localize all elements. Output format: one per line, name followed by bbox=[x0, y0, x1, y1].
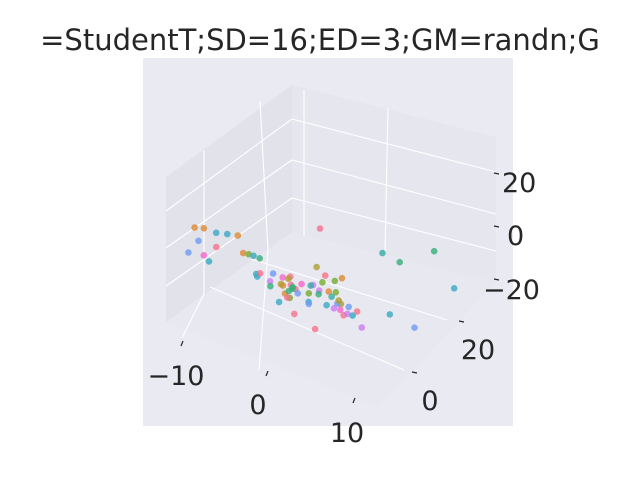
scatter-point bbox=[430, 247, 438, 255]
scatter-point bbox=[315, 290, 322, 298]
scatter-point bbox=[224, 230, 231, 238]
scatter-point bbox=[279, 274, 287, 281]
scatter-point bbox=[267, 282, 274, 290]
scatter-point bbox=[335, 297, 343, 304]
scatter-point bbox=[338, 274, 346, 282]
scatter-point bbox=[325, 288, 333, 295]
scatter-point bbox=[311, 325, 319, 333]
scatter-point bbox=[450, 285, 458, 292]
scatter-point bbox=[294, 290, 302, 297]
scatter-point bbox=[213, 243, 220, 251]
scatter-point bbox=[411, 324, 418, 332]
grid-lines bbox=[165, 90, 497, 371]
scatter-point bbox=[358, 324, 366, 331]
scatter-point bbox=[256, 270, 264, 277]
scatter-point bbox=[396, 258, 404, 266]
scatter-point bbox=[205, 258, 213, 265]
scatter-point bbox=[239, 249, 247, 257]
right-pane bbox=[292, 85, 496, 282]
z-tick-label: −20 bbox=[483, 275, 540, 306]
scatter-point bbox=[319, 279, 326, 286]
scatter-point bbox=[285, 275, 292, 283]
scatter-point bbox=[212, 229, 220, 237]
scatter-point bbox=[330, 305, 338, 312]
scatter-point bbox=[353, 308, 361, 315]
scatter-point bbox=[256, 254, 264, 262]
scatter-point bbox=[321, 272, 329, 279]
scatter-point bbox=[200, 225, 208, 232]
scatter-point bbox=[284, 294, 291, 301]
scatter-point bbox=[313, 263, 320, 271]
scatter-point bbox=[379, 249, 386, 257]
scatter-point bbox=[266, 278, 274, 285]
z-tick-label: 20 bbox=[502, 168, 536, 199]
scatter-point bbox=[269, 270, 277, 277]
y-tick-label: 0 bbox=[421, 386, 438, 417]
chart-title: =StudentT;SD=16;ED=3;GM=randn;G bbox=[40, 23, 600, 57]
scatter-point bbox=[344, 310, 351, 318]
scatter-point bbox=[307, 282, 315, 289]
scatter-point bbox=[200, 252, 208, 259]
scatter-point bbox=[305, 290, 313, 297]
scatter-point bbox=[386, 311, 394, 318]
scatter-point bbox=[349, 312, 356, 319]
scatter-point bbox=[332, 289, 340, 296]
scatter-point bbox=[331, 277, 339, 285]
scatter-point bbox=[298, 280, 305, 288]
scatter-point bbox=[345, 303, 353, 311]
scatter-point bbox=[337, 306, 344, 314]
axis-ticks bbox=[180, 172, 500, 404]
scatter-point bbox=[191, 224, 198, 231]
y-tick-label: 20 bbox=[461, 335, 495, 366]
scatter-point bbox=[277, 280, 285, 288]
scatter-point bbox=[305, 300, 313, 308]
z-tick-label: 0 bbox=[507, 221, 524, 252]
scatter-point bbox=[323, 301, 330, 309]
scatter-points bbox=[185, 224, 458, 333]
scatter-point bbox=[328, 293, 335, 301]
scatter-point bbox=[291, 310, 298, 318]
scatter-point bbox=[195, 237, 202, 245]
scatter-point bbox=[289, 283, 296, 291]
floor-pane bbox=[166, 232, 496, 407]
tick-labels: −10 0 10 0 20 20 0 −20 bbox=[148, 168, 540, 449]
x-tick-label: 0 bbox=[249, 390, 266, 421]
scatter-point bbox=[234, 232, 242, 239]
scatter-point bbox=[250, 252, 257, 260]
x-tick-label: −10 bbox=[148, 361, 205, 392]
scatter-point bbox=[316, 225, 324, 232]
scatter-point bbox=[275, 298, 283, 306]
scatter-point bbox=[185, 249, 192, 256]
x-tick-label: 10 bbox=[330, 418, 364, 449]
